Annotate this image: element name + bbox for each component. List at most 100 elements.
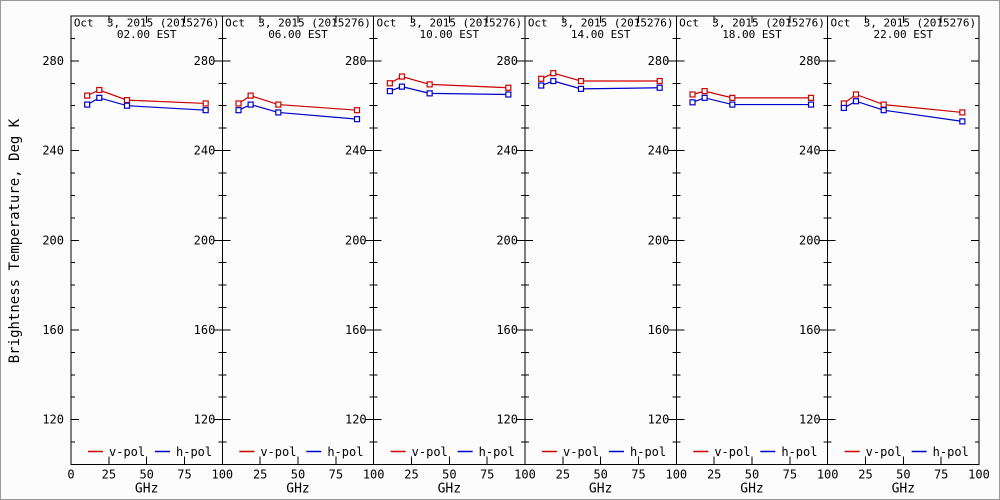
panel-title-date: Oct 3, 2015 (2015276) — [74, 17, 220, 30]
data-marker-h-pol — [96, 94, 103, 101]
series-line-h-pol — [540, 80, 660, 90]
x-tick-label: 50 — [745, 468, 759, 482]
x-tick-label: 50 — [291, 468, 305, 482]
x-tick-label: 25 — [404, 468, 418, 482]
series-line-h-pol — [86, 97, 206, 111]
series-line-v-pol — [843, 93, 963, 114]
legend-label-h-pol: h-pol — [781, 445, 817, 459]
x-axis-unit-label: GHz — [740, 482, 763, 497]
data-marker-h-pol — [550, 77, 557, 85]
data-marker-v-pol — [96, 86, 103, 94]
panel-title-time: 18.00 EST — [722, 28, 782, 41]
panel-0: 120 160 200 240 280 0 25 50 75 100 GHz Oct 3, 2015 … — [42, 15, 233, 497]
data-marker-v-pol — [505, 84, 512, 91]
data-marker-h-pol — [807, 101, 815, 108]
data-marker-h-pol — [538, 82, 545, 89]
data-marker-h-pol — [689, 99, 696, 106]
data-marker-v-pol — [577, 77, 585, 85]
x-tick-label: 100 — [665, 468, 687, 482]
legend-label-h-pol: h-pol — [176, 445, 212, 459]
data-marker-v-pol — [807, 94, 815, 101]
x-axis-unit-label: GHz — [892, 482, 915, 497]
x-tick-label: 75 — [631, 468, 645, 482]
y-tick-label: 160 — [194, 323, 216, 337]
data-marker-v-pol — [729, 94, 736, 101]
y-tick-label: 240 — [648, 144, 670, 158]
series-line-h-pol — [238, 103, 358, 120]
y-axis-title: Brightness Temperature, Deg K — [7, 118, 23, 363]
data-marker-h-pol — [123, 102, 131, 109]
panel-title-date: Oct 3, 2015 (2015276) — [679, 17, 825, 30]
x-tick-label: 100 — [817, 468, 839, 482]
y-tick-label: 280 — [648, 54, 670, 68]
chart-panels: 120 160 200 240 280 0 25 50 75 100 GHz Oct 3, 2015 … — [42, 15, 990, 497]
data-marker-h-pol — [840, 104, 847, 112]
panel-title-time: 22.00 EST — [874, 28, 934, 41]
y-tick-label: 240 — [799, 144, 821, 158]
data-marker-v-pol — [852, 91, 860, 98]
data-marker-h-pol — [84, 101, 91, 108]
panel-title-date: Oct 3, 2015 (2015276) — [376, 17, 522, 30]
y-tick-label: 160 — [345, 323, 367, 337]
panel-title-date: Oct 3, 2015 (2015276) — [528, 17, 674, 30]
series-line-h-pol — [389, 86, 509, 96]
panel-title-date: Oct 3, 2015 (2015276) — [225, 17, 371, 30]
x-axis-unit-label: GHz — [438, 482, 461, 497]
y-tick-label: 280 — [496, 54, 518, 68]
x-tick-label: 50 — [896, 468, 910, 482]
data-marker-v-pol — [84, 92, 91, 99]
y-tick-label: 240 — [496, 144, 518, 158]
y-tick-label: 200 — [42, 233, 64, 247]
data-marker-v-pol — [353, 107, 361, 114]
data-marker-v-pol — [689, 91, 696, 98]
x-axis-unit-label: GHz — [286, 482, 309, 497]
data-marker-h-pol — [656, 84, 663, 91]
data-marker-h-pol — [353, 116, 361, 123]
series-line-v-pol — [540, 72, 660, 82]
legend-label-v-pol: v-pol — [563, 445, 599, 459]
data-marker-v-pol — [550, 70, 557, 77]
panel-4: 120 160 200 240 280 25 50 75 100 GHz Oct 3, 2015 (… — [648, 15, 839, 497]
x-tick-label: 75 — [480, 468, 494, 482]
y-tick-label: 240 — [42, 144, 64, 158]
panel-title-time: 10.00 EST — [420, 28, 480, 41]
x-tick-label: 50 — [139, 468, 153, 482]
panel-3: 120 160 200 240 280 25 50 75 100 GHz Oct 3, 2015 (… — [496, 15, 687, 497]
x-tick-label: 25 — [858, 468, 872, 482]
legend-label-h-pol: h-pol — [327, 445, 363, 459]
data-marker-h-pol — [880, 107, 887, 114]
x-tick-label: 100 — [211, 468, 233, 482]
data-marker-v-pol — [701, 88, 708, 95]
legend-label-h-pol: h-pol — [933, 445, 969, 459]
data-marker-h-pol — [701, 94, 708, 101]
x-tick-label: 100 — [968, 468, 990, 482]
y-tick-label: 120 — [42, 413, 64, 427]
data-marker-h-pol — [247, 101, 254, 108]
series-line-h-pol — [843, 100, 963, 122]
data-marker-h-pol — [852, 98, 860, 105]
y-tick-label: 120 — [648, 413, 670, 427]
y-tick-label: 240 — [345, 144, 367, 158]
x-tick-label: 75 — [329, 468, 343, 482]
x-axis-unit-label: GHz — [135, 482, 158, 497]
panel-frame — [827, 15, 980, 465]
y-tick-label: 160 — [799, 323, 821, 337]
data-marker-v-pol — [235, 100, 242, 107]
y-tick-label: 200 — [194, 233, 216, 247]
x-tick-label: 25 — [253, 468, 267, 482]
data-marker-h-pol — [235, 107, 242, 114]
legend-label-v-pol: v-pol — [109, 445, 145, 459]
data-marker-v-pol — [275, 101, 282, 108]
panel-5: 120 160 200 240 280 25 50 75 100 GHz Oct 3, 2015 (… — [799, 15, 990, 497]
data-marker-v-pol — [538, 75, 545, 82]
y-tick-label: 280 — [799, 54, 821, 68]
data-marker-v-pol — [247, 92, 254, 99]
y-tick-label: 200 — [799, 233, 821, 247]
data-marker-h-pol — [577, 85, 585, 92]
panel-title-time: 14.00 EST — [571, 28, 631, 41]
x-tick-label: 25 — [707, 468, 721, 482]
legend-label-h-pol: h-pol — [479, 445, 515, 459]
series-line-v-pol — [238, 94, 358, 111]
